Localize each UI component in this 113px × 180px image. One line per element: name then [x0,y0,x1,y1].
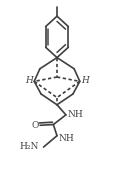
Text: NH: NH [58,134,73,143]
Text: H₂N: H₂N [20,142,39,151]
Text: O: O [31,121,38,130]
Text: H: H [80,76,88,85]
Text: NH: NH [66,110,82,119]
Text: ,,: ,, [34,79,38,84]
Text: ,,: ,, [76,79,80,84]
Text: H: H [25,76,33,85]
